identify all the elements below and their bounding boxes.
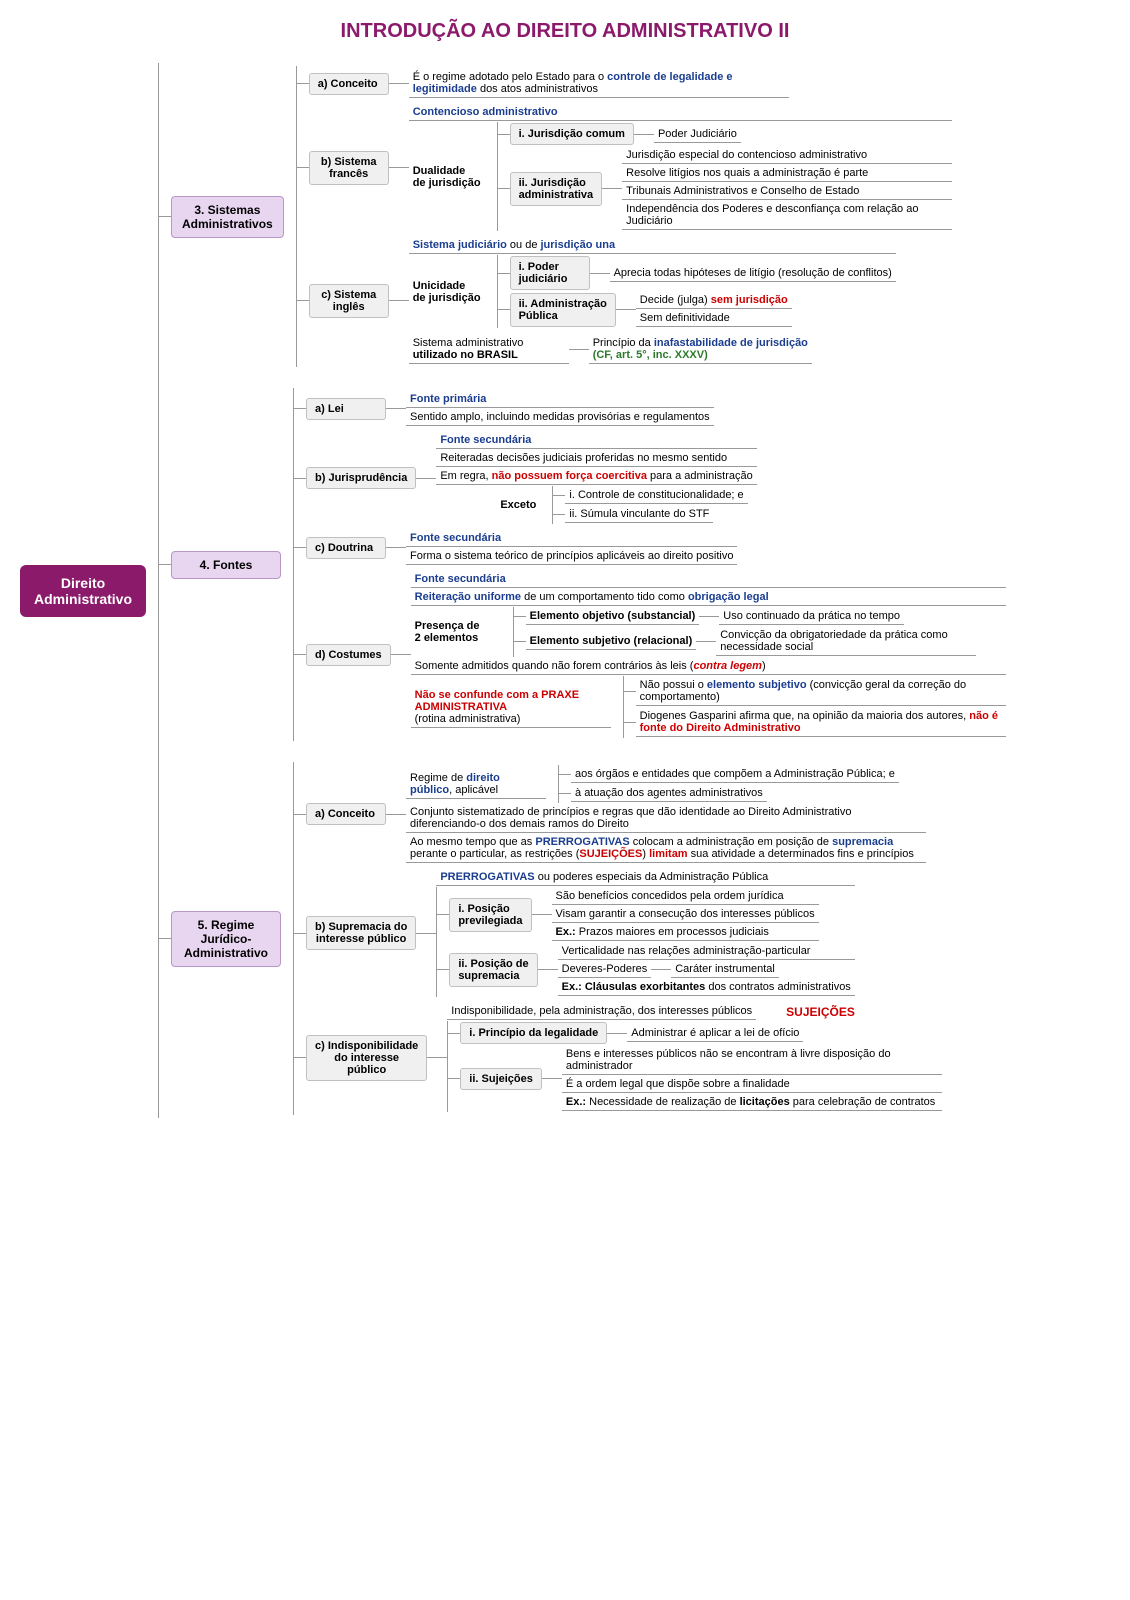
node-3c-label: c) Sistema inglês <box>309 284 389 318</box>
node-3a-label: a) Conceito <box>309 73 389 95</box>
leaf-3c-brasil-r: Princípio da inafastabilidade de jurisdi… <box>589 335 812 364</box>
leaf-5a-1r1: aos órgãos e entidades que compõem a Adm… <box>571 766 899 783</box>
node-5b-ii: ii. Posição de supremacia <box>449 953 537 987</box>
leaf-5b-ii-2r: Caráter instrumental <box>671 961 779 978</box>
leaf-4c-text: Forma o sistema teórico de princípios ap… <box>406 548 737 565</box>
branch-3-label: 3. Sistemas Administrativos <box>171 196 284 238</box>
leaf-4d-heading: Fonte secundária <box>411 571 1006 588</box>
leaf-4d-3: Somente admitidos quando não forem contr… <box>411 658 1006 675</box>
node-3b-dual: Dualidade de jurisdição <box>409 163 485 191</box>
leaf-4a-text: Sentido amplo, incluindo medidas provisó… <box>406 409 714 426</box>
node-4d-obj: Elemento objetivo (substancial) <box>526 608 700 625</box>
leaf-3b-ii-3: Tribunais Administrativos e Conselho de … <box>622 183 952 200</box>
leaf-5b-i-3: Ex.: Prazos maiores em processos judicia… <box>552 924 819 941</box>
leaf-5b-i-1: São benefícios concedidos pela ordem jur… <box>552 888 819 905</box>
leaf-3b-ii-1: Jurisdição especial do contencioso admin… <box>622 147 952 164</box>
node-4d: d) Costumes Fonte secundária Reiteração … <box>306 571 1006 738</box>
leaf-3c-i: Aprecia todas hipóteses de litígio (reso… <box>610 265 896 282</box>
leaf-4d-obj: Uso continuado da prática no tempo <box>719 608 904 625</box>
node-3c: c) Sistema inglês Sistema judiciário ou … <box>309 237 952 364</box>
leaf-5a-1r2: à atuação dos agentes administrativos <box>571 785 767 802</box>
leaf-3b-ii-4: Independência dos Poderes e desconfiança… <box>622 201 952 230</box>
leaf-4b-e2: ii. Súmula vinculante do STF <box>565 506 713 523</box>
leaf-4d-praxe-1: Não possui o elemento subjetivo (convicç… <box>636 677 1006 706</box>
leaf-5a-2: Conjunto sistematizado de princípios e r… <box>406 804 926 833</box>
node-4b: b) Jurisprudência Fonte secundária Reite… <box>306 432 1006 524</box>
leaf-5c-i: Administrar é aplicar a lei de ofício <box>627 1025 803 1042</box>
node-4d-praxe: Não se confunde com a PRAXE ADMINISTRATI… <box>411 687 611 728</box>
node-4d-presenca: Presença de 2 elementos <box>411 618 501 646</box>
leaf-5c-ii-3: Ex.: Necessidade de realização de licita… <box>562 1094 942 1111</box>
node-5a: a) Conceito Regime de direito público, a… <box>306 765 942 863</box>
leaf-3c-ii-1: Decide (julga) sem jurisdição <box>636 292 792 309</box>
node-5c-ii: ii. Sujeições <box>460 1068 542 1090</box>
leaf-4b-heading: Fonte secundária <box>436 432 756 449</box>
leaf-5c-ii-1: Bens e interesses públicos não se encont… <box>562 1046 942 1075</box>
node-3c-uni: Unicidade de jurisdição <box>409 278 485 306</box>
leaf-4d-praxe-2: Diogenes Gasparini afirma que, na opiniã… <box>636 708 1006 737</box>
node-4d-label: d) Costumes <box>306 644 391 666</box>
leaf-4b-2: Em regra, não possuem força coercitiva p… <box>436 468 756 485</box>
leaf-5b-heading: PRERROGATIVAS ou poderes especiais da Ad… <box>436 869 855 886</box>
node-5c-i: i. Princípio da legalidade <box>460 1022 607 1044</box>
node-4a-label: a) Lei <box>306 398 386 420</box>
leaf-5b-ii-2: Deveres-Poderes <box>558 961 652 978</box>
node-3b-label: b) Sistema francês <box>309 151 389 185</box>
leaf-4b-e1: i. Controle de constitucionalidade; e <box>565 487 747 504</box>
node-3c-ii: ii. Administração Pública <box>510 293 616 327</box>
node-3b-ii: ii. Jurisdição administrativa <box>510 172 603 206</box>
leaf-5b-ii-3: Ex.: Cláusulas exorbitantes dos contrato… <box>558 979 855 996</box>
node-4c-label: c) Doutrina <box>306 537 386 559</box>
leaf-5a-3: Ao mesmo tempo que as PRERROGATIVAS colo… <box>406 834 926 863</box>
branch-4-label: 4. Fontes <box>171 551 281 579</box>
node-3a: a) Conceito É o regime adotado pelo Esta… <box>309 69 952 98</box>
branch-5-label: 5. Regime Jurídico- Administrativo <box>171 911 281 967</box>
leaf-3b-ii-2: Resolve litígios nos quais a administraç… <box>622 165 952 182</box>
node-5b-label: b) Supremacia do interesse público <box>306 916 416 950</box>
leaf-3c-heading: Sistema judiciário ou de jurisdição una <box>409 237 896 254</box>
leaf-5c-heading-red: SUJEIÇÕES <box>786 1005 855 1019</box>
leaf-3a-text: É o regime adotado pelo Estado para o co… <box>409 69 789 98</box>
root-node: Direito Administrativo <box>20 565 146 617</box>
leaf-3b-heading: Contencioso administrativo <box>409 104 952 121</box>
node-5b: b) Supremacia do interesse público PRERR… <box>306 869 942 997</box>
node-4b-exceto: Exceto <box>496 497 540 513</box>
leaf-4d-sub: Convicção da obrigatoriedade da prática … <box>716 627 976 656</box>
leaf-4c-heading: Fonte secundária <box>406 530 737 547</box>
node-3b-i: i. Jurisdição comum <box>510 123 634 145</box>
leaf-3b-i: Poder Judiciário <box>654 126 741 143</box>
leaf-4a-heading: Fonte primária <box>406 391 714 408</box>
node-5c: c) Indisponibilidade do interesse públic… <box>306 1003 942 1112</box>
node-5a-label: a) Conceito <box>306 803 386 825</box>
leaf-5b-ii-1: Verticalidade nas relações administração… <box>558 943 855 960</box>
leaf-5b-i-2: Visam garantir a consecução dos interess… <box>552 906 819 923</box>
branch-3: 3. Sistemas Administrativos a) Conceito … <box>171 66 1006 367</box>
node-4b-label: b) Jurisprudência <box>306 467 416 489</box>
leaf-5c-heading: Indisponibilidade, pela administração, d… <box>447 1003 756 1020</box>
node-3b: b) Sistema francês Contencioso administr… <box>309 104 952 231</box>
node-4a: a) Lei Fonte primária Sentido amplo, inc… <box>306 391 1006 426</box>
leaf-3c-brasil-l: Sistema administrativo utilizado no BRAS… <box>409 335 569 364</box>
leaf-4d-1: Reiteração uniforme de um comportamento … <box>411 589 1006 606</box>
leaf-5a-1l: Regime de direito público, aplicável <box>406 770 546 799</box>
node-4c: c) Doutrina Fonte secundária Forma o sis… <box>306 530 1006 565</box>
leaf-3c-ii-2: Sem definitividade <box>636 310 792 327</box>
mindmap: Direito Administrativo 3. Sistemas Admin… <box>20 63 1110 1118</box>
node-5c-label: c) Indisponibilidade do interesse públic… <box>306 1035 427 1081</box>
branch-4: 4. Fontes a) Lei Fonte primária Sentido … <box>171 388 1006 741</box>
leaf-5c-ii-2: É a ordem legal que dispõe sobre a final… <box>562 1076 942 1093</box>
node-5b-i: i. Posição previlegiada <box>449 898 531 932</box>
node-4d-sub: Elemento subjetivo (relacional) <box>526 633 697 650</box>
node-3c-i: i. Poder judiciário <box>510 256 590 290</box>
branch-5: 5. Regime Jurídico- Administrativo a) Co… <box>171 762 1006 1115</box>
leaf-4b-1: Reiteradas decisões judiciais proferidas… <box>436 450 756 467</box>
page-title: INTRODUÇÃO AO DIREITO ADMINISTRATIVO II <box>20 20 1110 43</box>
